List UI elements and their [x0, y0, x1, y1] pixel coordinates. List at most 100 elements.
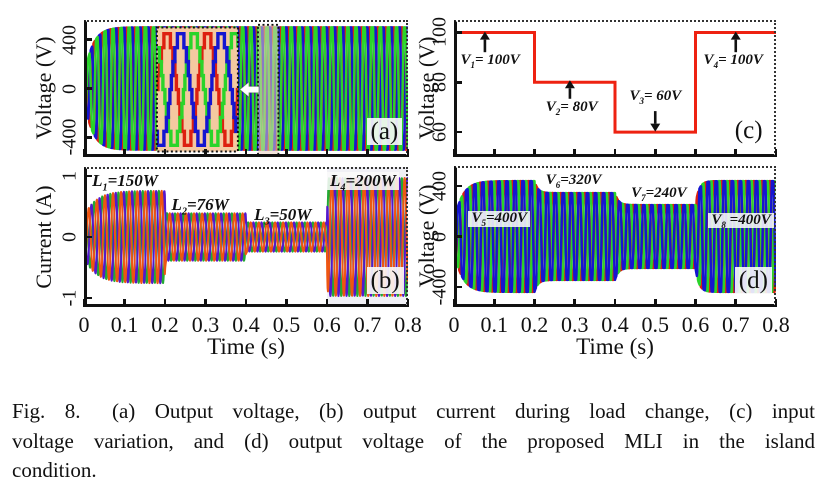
x-axis-label-time-right: Time (s) [576, 334, 654, 359]
x-tick [366, 149, 369, 157]
x-tick-label: 0.8 [762, 312, 790, 337]
x-tick [163, 299, 167, 307]
annotation-V1: V1= 100V [460, 51, 520, 70]
x-tick [533, 299, 536, 307]
x-tick [774, 299, 778, 307]
caption-line-1-text: (a) Output voltage, (b) output current d… [111, 399, 816, 423]
x-tick [573, 149, 577, 157]
y-tick-label: -400 [58, 119, 81, 156]
x-tick-label: 0.4 [601, 312, 629, 337]
x-tick-label: 0.6 [313, 312, 341, 337]
y-tick [84, 87, 92, 90]
x-tick-label: 0 [78, 312, 90, 337]
x-tick [204, 299, 207, 307]
y-axis-label-voltage-a: Voltage (V) [31, 36, 56, 140]
x-tick [573, 299, 577, 307]
x-tick [285, 149, 288, 157]
y-tick [454, 130, 462, 134]
waveform-canvas-c [454, 20, 776, 157]
y-tick [454, 31, 462, 34]
y-tick-label: -1 [58, 289, 81, 307]
y-tick [84, 235, 92, 239]
y-tick [84, 296, 92, 300]
panel-label-d: (d) [734, 266, 772, 294]
annotation-V8: V8 =400V [708, 212, 774, 229]
x-tick [774, 149, 778, 157]
waveform-canvas-d [454, 166, 776, 307]
x-tick [653, 299, 657, 307]
waveform-canvas-b [84, 167, 408, 307]
y-tick [84, 136, 92, 139]
y-tick [454, 80, 462, 84]
x-tick-label: 0.1 [480, 312, 509, 337]
x-tick-label: 0.5 [272, 312, 301, 337]
panel-label-b: (b) [366, 267, 404, 295]
panel-b-output-current: 0 0.1 0.2 0.3 0.4 0.5 0.6 0.7 0.8 1 0 -1 L1=150W L2=7… [59, 167, 422, 337]
annotation-L3: L3=50W [254, 204, 312, 227]
annotation-V2: V2= 80V [545, 99, 598, 118]
caption-line-3: condition. [12, 458, 97, 482]
x-tick-label: 0.3 [561, 312, 589, 337]
figure-caption: Fig. 8. (a) Output voltage, (b) output c… [12, 397, 815, 486]
panel-d-output-voltage: 0 0.1 0.2 0.3 0.4 0.5 0.6 0.7 0.8 400 0 -400 V5=400V… [429, 166, 790, 337]
x-tick [406, 149, 410, 157]
x-tick [492, 149, 496, 157]
x-axis-label-time-left: Time (s) [207, 334, 285, 359]
y-tick-label: 1 [58, 171, 81, 182]
panel-label-a: (a) [366, 117, 403, 145]
x-tick [82, 299, 86, 307]
x-tick-label: 0.2 [520, 312, 549, 337]
x-tick [734, 299, 738, 307]
y-tick [84, 174, 92, 178]
caption-line-2: voltage variation, and (d) output voltag… [12, 428, 815, 453]
y-tick [454, 235, 462, 238]
x-tick-label: 0.7 [353, 312, 382, 337]
x-tick [325, 149, 329, 157]
x-tick [244, 299, 248, 307]
x-tick-label: 0.7 [722, 312, 750, 337]
x-tick [694, 299, 697, 307]
x-tick [734, 149, 738, 157]
y-tick-label: 0 [58, 83, 81, 94]
x-tick [163, 149, 167, 157]
x-tick [244, 149, 248, 157]
panel-label-c: (c) [734, 116, 763, 144]
x-tick-label: 0 [448, 312, 460, 337]
annotation-V5: V5=400V [468, 210, 531, 228]
y-tick [454, 285, 462, 289]
y-tick-label: 400 [58, 24, 81, 55]
x-tick-label: 0.2 [151, 312, 179, 337]
y-tick-label: 0 [58, 232, 81, 242]
annotation-L2: L2=76W [171, 194, 229, 218]
x-tick [613, 299, 617, 307]
waveform-canvas-a [84, 20, 408, 157]
annotation-V3: V3= 60V [629, 87, 682, 106]
x-tick [694, 149, 697, 157]
y-axis-label-voltage-c: Voltage (V) [414, 36, 439, 140]
x-tick [325, 299, 329, 307]
x-tick [123, 299, 126, 307]
y-tick [454, 184, 462, 188]
annotation-L4: L4=200W [327, 171, 399, 193]
annotation-V4: V4= 100V [703, 51, 763, 70]
y-axis-label-voltage-d: Voltage (V) [414, 184, 439, 288]
y-tick [84, 38, 92, 41]
caption-fig-label: Fig. 8. [12, 399, 81, 423]
annotation-V6: V6=320V [545, 172, 602, 191]
x-tick [123, 149, 126, 157]
panel-c-input-voltage: 100 80 60 V1= 100V V2= 80V V3= 60V V4= 100V (c) [429, 17, 778, 157]
panel-a-output-voltage: 400 0 -400 (a) [59, 20, 410, 157]
x-tick-label: 0.4 [232, 312, 260, 337]
x-tick [653, 149, 657, 157]
x-tick [613, 149, 617, 157]
annotation-L1: L1=150W [92, 170, 158, 194]
x-tick [406, 299, 410, 307]
y-axis-label-current-b: Current (A) [31, 185, 56, 289]
x-tick [366, 299, 369, 307]
x-tick [452, 149, 456, 157]
annotation-V7: V7=240V [631, 185, 687, 204]
x-tick-label: 0.1 [110, 312, 139, 337]
x-tick [533, 149, 536, 157]
caption-line-1: Fig. 8. (a) Output voltage, (b) output c… [12, 397, 815, 427]
